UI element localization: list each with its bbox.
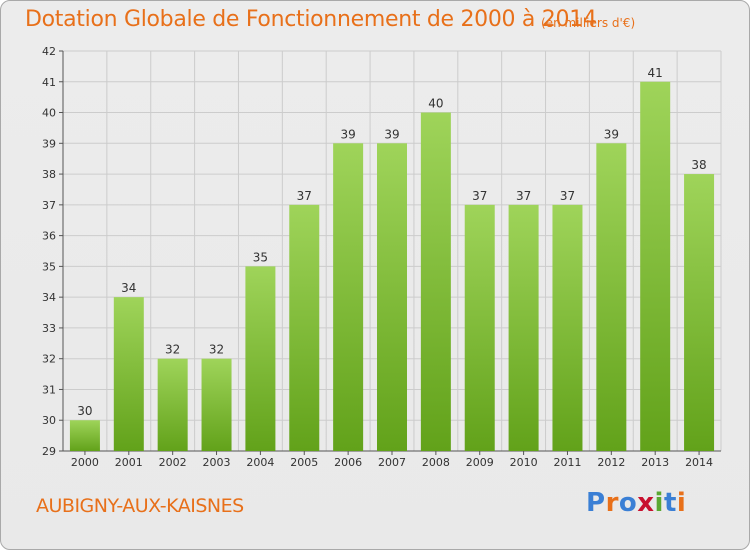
chart-unit: (en milliers d'€) — [541, 16, 636, 30]
y-tick-label: 30 — [42, 414, 56, 427]
y-tick-label: 42 — [42, 45, 56, 58]
bar-2009[interactable] — [464, 204, 495, 451]
bar-2000[interactable] — [69, 420, 100, 451]
value-label: 41 — [648, 66, 663, 80]
x-tick-label: 2013 — [641, 456, 669, 469]
bar-2008[interactable] — [420, 112, 451, 452]
logo-letter: t — [663, 488, 677, 518]
logo-letter: x — [637, 488, 655, 518]
x-tick-label: 2004 — [246, 456, 274, 469]
x-tick-label: 2000 — [71, 456, 99, 469]
logo-letter: r — [605, 488, 619, 518]
bar-2011[interactable] — [552, 204, 583, 451]
bar-2010[interactable] — [508, 204, 539, 451]
y-tick-label: 38 — [42, 168, 56, 181]
y-tick-label: 34 — [42, 291, 56, 304]
value-label: 37 — [297, 189, 312, 203]
value-label: 39 — [384, 127, 399, 141]
bar-2001[interactable] — [113, 297, 144, 451]
value-label: 38 — [691, 158, 706, 172]
x-tick-label: 2003 — [203, 456, 231, 469]
x-tick-label: 2014 — [685, 456, 713, 469]
bar-2014[interactable] — [684, 174, 715, 452]
y-tick-label: 41 — [42, 76, 56, 89]
value-label: 39 — [604, 127, 619, 141]
value-label: 32 — [165, 343, 180, 357]
x-tick-label: 2012 — [597, 456, 625, 469]
y-tick-label: 39 — [42, 137, 56, 150]
logo-letter: i — [654, 488, 664, 518]
x-tick-label: 2007 — [378, 456, 406, 469]
y-tick-label: 31 — [42, 383, 56, 396]
y-tick-label: 32 — [42, 353, 56, 366]
bar-2005[interactable] — [289, 204, 320, 451]
value-label: 39 — [340, 127, 355, 141]
proxiti-logo[interactable]: Proxiti — [586, 488, 686, 518]
x-tick-label: 2008 — [422, 456, 450, 469]
x-tick-label: 2009 — [466, 456, 494, 469]
x-tick-label: 2002 — [159, 456, 187, 469]
y-tick-label: 40 — [42, 107, 56, 120]
y-tick-label: 35 — [42, 260, 56, 273]
bar-2006[interactable] — [333, 143, 364, 452]
y-tick-label: 29 — [42, 445, 56, 458]
bar-2003[interactable] — [201, 358, 232, 451]
value-label: 37 — [560, 189, 575, 203]
chart-title: Dotation Globale de Fonctionnement de 20… — [25, 7, 597, 32]
bar-2013[interactable] — [640, 81, 671, 452]
logo-letter: i — [676, 488, 687, 518]
y-tick-label: 36 — [42, 230, 56, 243]
bar-2007[interactable] — [377, 143, 407, 452]
x-tick-label: 2001 — [115, 456, 143, 469]
y-tick-label: 33 — [42, 322, 56, 335]
logo-letter: o — [618, 488, 638, 518]
x-tick-label: 2011 — [553, 456, 581, 469]
bar-2002[interactable] — [157, 358, 188, 451]
value-label: 37 — [472, 189, 487, 203]
value-labels: 30 34 32 32 35 37 39 39 40 37 37 37 39 41 38 — [77, 66, 706, 418]
axes: 29 30 31 32 33 34 35 36 37 38 39 40 41 42 2000 2001 2002… — [42, 45, 721, 469]
value-label: 37 — [516, 189, 531, 203]
value-label: 30 — [77, 404, 92, 418]
value-label: 34 — [121, 281, 136, 295]
value-label: 40 — [428, 97, 443, 111]
value-label: 35 — [253, 250, 268, 264]
x-tick-label: 2010 — [510, 456, 538, 469]
bar-2012[interactable] — [596, 143, 627, 452]
x-tick-label: 2005 — [290, 456, 318, 469]
bar-2004[interactable] — [245, 266, 276, 451]
value-label: 32 — [209, 343, 224, 357]
commune-name: AUBIGNY-AUX-KAISNES — [36, 495, 244, 517]
y-tick-label: 37 — [42, 199, 56, 212]
bars — [69, 81, 715, 452]
logo-letter: P — [586, 488, 606, 518]
x-tick-label: 2006 — [334, 456, 362, 469]
